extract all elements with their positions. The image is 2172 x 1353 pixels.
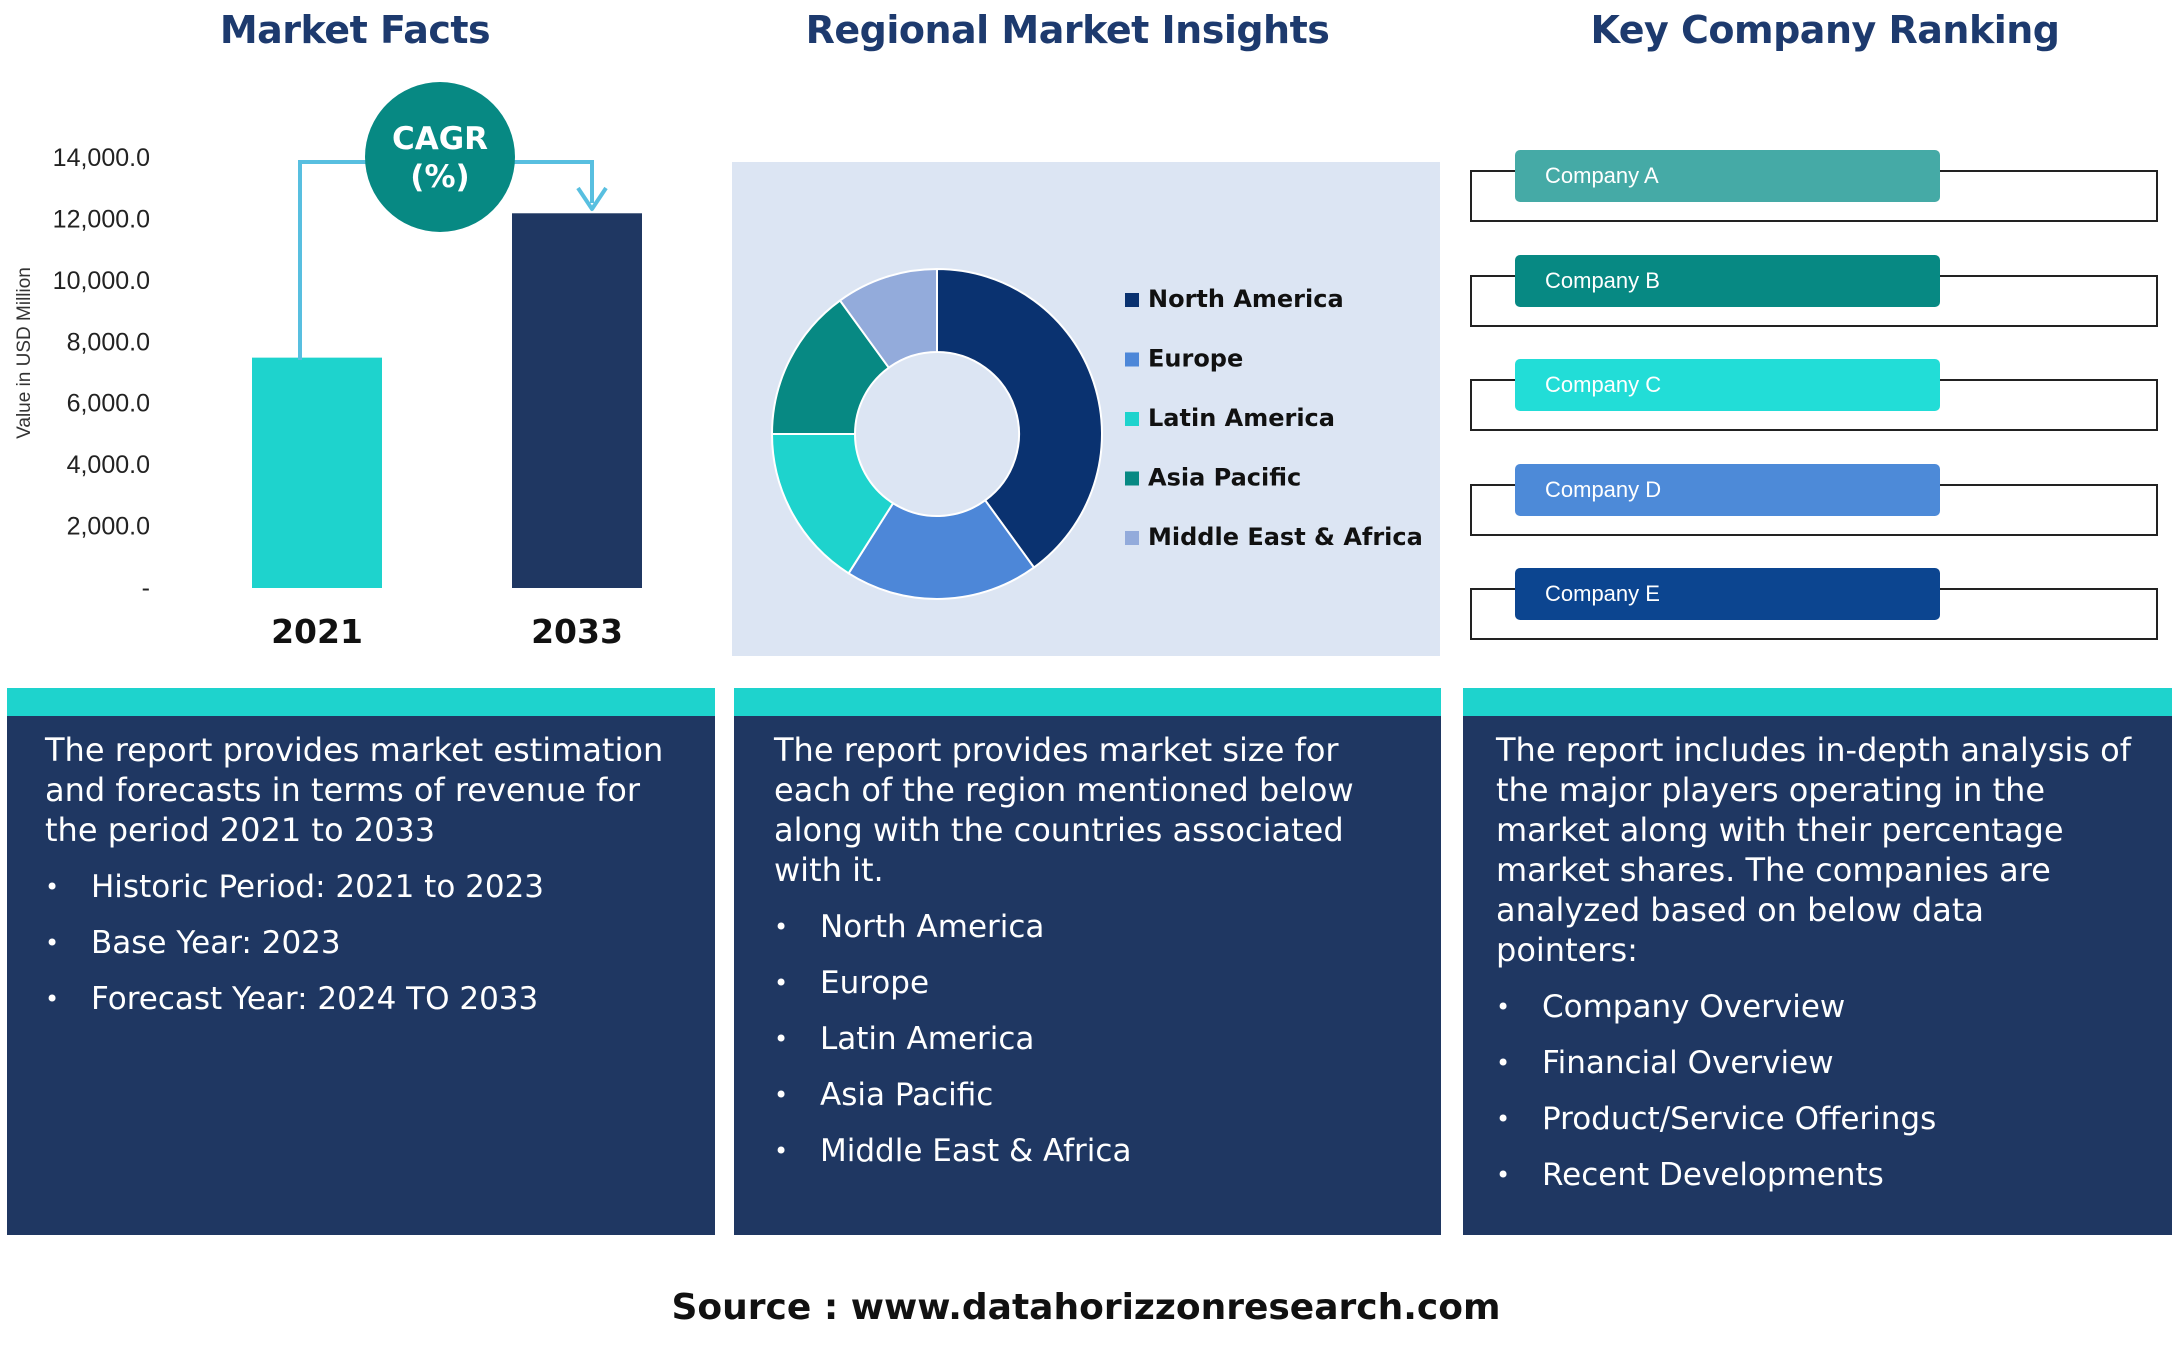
x-tick-label: 2033	[531, 612, 623, 651]
legend-label: Asia Pacific	[1148, 464, 1301, 492]
legend-swatch	[1125, 531, 1139, 545]
legend-label: North America	[1148, 285, 1344, 313]
bullet-dot: •	[1496, 1105, 1511, 1133]
bullet-dot: •	[45, 929, 60, 957]
cagr-circle	[365, 82, 515, 232]
bullet-dot: •	[45, 873, 60, 901]
x-tick-label: 2021	[271, 612, 363, 651]
market-facts-title: Market Facts	[219, 8, 491, 52]
bullet-dot: •	[774, 969, 789, 997]
bullet-text: Forecast Year: 2024 TO 2033	[91, 981, 539, 1017]
legend-swatch	[1125, 412, 1139, 426]
donut-slice-north-america	[936, 267, 1103, 569]
ranking-description: The report includes in-depth analysis of…	[1496, 731, 2131, 969]
market-facts-bullets: • Historic Period: 2021 to 2023 • Base Year…	[45, 868, 675, 1018]
source-credit: Source : www.datahorizzonresearch.com	[671, 1287, 1501, 1328]
bullet-text: Latin America	[820, 1021, 1035, 1057]
bullet-text: Recent Developments	[1542, 1157, 1884, 1193]
regional-chart-panel: North America Europe Latin America Asia Pac…	[732, 162, 1440, 656]
bullet-dot: •	[1496, 993, 1511, 1021]
bullet-dot: •	[774, 913, 789, 941]
market-facts-panel: The report provides market estimation an…	[7, 688, 715, 1235]
legend-label: Europe	[1148, 345, 1243, 373]
cagr-label: CAGR	[392, 121, 488, 157]
y-tick-label: 2,000.0	[67, 513, 150, 541]
company-label: Company C	[1515, 359, 1940, 411]
y-tick-label: 10,000.0	[53, 267, 150, 295]
cagr-percent-label: (%)	[410, 159, 469, 195]
bullet-item: • Asia Pacific	[774, 1076, 1401, 1114]
company-ranking-title: Key Company Ranking	[1590, 8, 2060, 52]
ranking-panel: The report includes in-depth analysis of…	[1463, 688, 2172, 1235]
company-label: Company B	[1515, 255, 1940, 307]
legend-label: Middle East & Africa	[1148, 523, 1423, 551]
panel-accent-strip	[1463, 688, 2172, 716]
market-facts-description: The report provides market estimation an…	[45, 731, 664, 849]
market-facts-bar-chart: Value in USD Million - 2,000.0 4,000.0 6,00…	[14, 82, 642, 651]
legend-label: Latin America	[1148, 404, 1335, 432]
bullet-dot: •	[1496, 1161, 1511, 1189]
ranking-bullets: • Company Overview • Financial Overview • Pro…	[1496, 988, 2132, 1194]
bar-2033	[512, 213, 642, 589]
bullet-dot: •	[45, 985, 60, 1013]
bullet-text: Base Year: 2023	[91, 925, 341, 961]
company-label: Company E	[1515, 568, 1940, 620]
y-tick-label: 8,000.0	[67, 328, 150, 356]
bullet-dot: •	[774, 1025, 789, 1053]
bullet-text: Financial Overview	[1542, 1045, 1834, 1081]
bullet-item: • Latin America	[774, 1020, 1401, 1058]
bullet-item: • Base Year: 2023	[45, 924, 675, 962]
legend-swatch	[1125, 293, 1139, 307]
bullet-item: • Company Overview	[1496, 988, 2132, 1026]
bullet-item: • Forecast Year: 2024 TO 2033	[45, 980, 675, 1018]
bullet-text: Historic Period: 2021 to 2023	[91, 869, 545, 905]
company-label: Company D	[1515, 464, 1940, 516]
donut-slice-middle-east-africa	[838, 267, 938, 370]
regional-panel: The report provides market size for each…	[734, 688, 1441, 1235]
bullet-text: Europe	[820, 965, 930, 1001]
bullet-item: • Financial Overview	[1496, 1044, 2132, 1082]
cagr-badge: CAGR (%)	[298, 82, 608, 360]
y-tick-label: 12,000.0	[53, 205, 150, 233]
donut-slice-latin-america	[770, 433, 895, 575]
bullet-text: Product/Service Offerings	[1542, 1101, 1937, 1137]
bullet-text: North America	[820, 909, 1045, 945]
cagr-arrow-head	[576, 186, 608, 211]
bullet-dot: •	[774, 1081, 789, 1109]
company-label: Company A	[1515, 150, 1940, 202]
company-rank-row: Company A	[1470, 150, 2160, 222]
y-tick-label: 4,000.0	[67, 451, 150, 479]
legend-swatch	[1125, 471, 1139, 486]
bullet-dot: •	[1496, 1049, 1511, 1077]
bullet-text: Middle East & Africa	[820, 1133, 1132, 1169]
company-rank-row: Company D	[1470, 464, 2160, 536]
bullet-text: Company Overview	[1542, 989, 1846, 1025]
bar-2021	[252, 357, 382, 588]
donut-slice-europe	[847, 498, 1036, 600]
company-rank-row: Company E	[1470, 568, 2160, 640]
y-tick-label: -	[142, 574, 150, 602]
panel-accent-strip	[734, 688, 1441, 716]
bullet-item: • Product/Service Offerings	[1496, 1100, 2132, 1138]
y-tick-label: 14,000.0	[53, 144, 150, 172]
bullet-item: • Recent Developments	[1496, 1156, 2132, 1194]
company-rank-row: Company B	[1470, 255, 2160, 327]
regional-description: The report provides market size for each…	[774, 731, 1354, 889]
bullet-item: • Middle East & Africa	[774, 1132, 1401, 1170]
legend-swatch	[1125, 352, 1139, 367]
panel-accent-strip	[7, 688, 715, 716]
bullet-text: Asia Pacific	[820, 1077, 994, 1113]
bullet-item: • North America	[774, 908, 1401, 946]
regional-insights-title: Regional Market Insights	[805, 8, 1330, 52]
bullet-item: • Historic Period: 2021 to 2023	[45, 868, 675, 906]
bullet-dot: •	[774, 1137, 789, 1165]
y-axis-label: Value in USD Million	[14, 267, 35, 439]
bullet-item: • Europe	[774, 964, 1401, 1002]
regional-donut-chart: North America Europe Latin America Asia Pac…	[770, 267, 1423, 600]
company-rank-row: Company C	[1470, 359, 2160, 431]
y-tick-label: 6,000.0	[67, 390, 150, 418]
regional-bullets: • North America • Europe • Latin America • Asia…	[774, 908, 1401, 1170]
